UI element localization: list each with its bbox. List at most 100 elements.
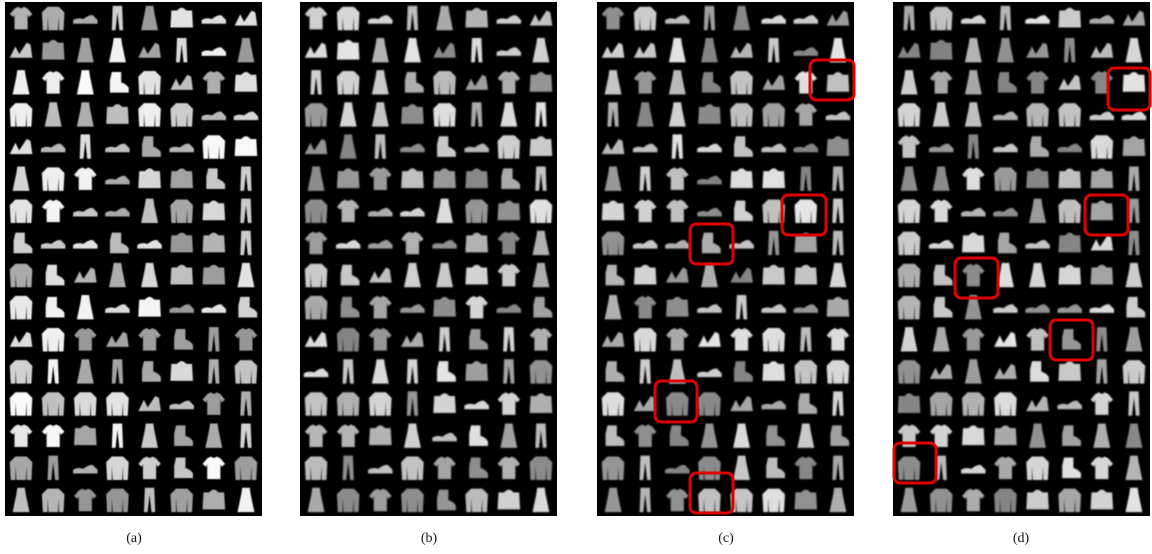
sample-image bbox=[762, 328, 785, 352]
sample-image bbox=[337, 328, 360, 352]
sample-image bbox=[1058, 489, 1081, 513]
sample-image bbox=[138, 168, 161, 188]
sample-image bbox=[930, 7, 953, 31]
sample-image bbox=[530, 200, 553, 224]
sample-image bbox=[1091, 200, 1114, 220]
sample-image bbox=[666, 392, 689, 416]
sample-image bbox=[498, 490, 521, 510]
sample-image bbox=[602, 232, 625, 256]
sample-image bbox=[962, 392, 985, 416]
sample-image bbox=[898, 264, 921, 288]
sample-image bbox=[930, 40, 953, 60]
sample-image bbox=[170, 200, 193, 224]
sample-image bbox=[433, 297, 456, 317]
sample-image bbox=[795, 265, 818, 285]
sample-image bbox=[10, 457, 33, 481]
sample-image bbox=[602, 457, 625, 481]
sample-image bbox=[1123, 72, 1146, 92]
sample-image bbox=[305, 103, 328, 127]
sample-image bbox=[962, 233, 985, 253]
sample-image bbox=[138, 103, 161, 127]
sample-image bbox=[337, 7, 360, 31]
sample-image bbox=[730, 168, 753, 188]
sample-image bbox=[602, 392, 625, 416]
sample-image bbox=[762, 489, 785, 513]
sample-image bbox=[530, 72, 553, 92]
sample-image bbox=[401, 489, 424, 513]
sample-image bbox=[369, 425, 392, 445]
sample-image bbox=[433, 103, 456, 127]
sample-image bbox=[994, 425, 1017, 445]
figure: (a) (b) (c) (d) bbox=[0, 0, 1152, 554]
caption: (a) bbox=[126, 531, 142, 546]
sample-image bbox=[10, 103, 33, 127]
sample-image bbox=[498, 200, 521, 220]
sample-image bbox=[1026, 168, 1049, 188]
sample-image bbox=[930, 489, 953, 513]
sample-image bbox=[42, 40, 65, 60]
sample-image bbox=[235, 360, 258, 384]
sample-image bbox=[465, 200, 488, 224]
sample-image bbox=[1123, 360, 1146, 384]
sample-image bbox=[465, 265, 488, 285]
sample-image bbox=[994, 167, 1017, 191]
sample-image bbox=[1091, 490, 1114, 510]
sample-image bbox=[795, 200, 818, 224]
sample-image bbox=[433, 71, 456, 95]
sample-image bbox=[1058, 361, 1081, 381]
sample-image bbox=[530, 360, 553, 384]
sample-image bbox=[203, 135, 226, 159]
sample-image bbox=[465, 8, 488, 28]
sample-image bbox=[498, 135, 521, 159]
sample-image bbox=[762, 265, 785, 285]
sample-image bbox=[1058, 8, 1081, 28]
sample-image bbox=[42, 489, 65, 513]
sample-image bbox=[106, 489, 129, 513]
sample-image bbox=[1091, 135, 1114, 159]
sample-image bbox=[898, 457, 921, 481]
sample-image bbox=[74, 392, 97, 416]
sample-image bbox=[1058, 103, 1081, 127]
sample-image bbox=[203, 233, 226, 253]
sample-image bbox=[10, 296, 33, 320]
sample-image bbox=[203, 200, 226, 220]
sample-image bbox=[106, 104, 129, 124]
sample-image bbox=[530, 136, 553, 156]
sample-image bbox=[305, 200, 328, 224]
sample-image bbox=[401, 457, 424, 481]
sample-image bbox=[1026, 490, 1049, 510]
sample-image bbox=[337, 168, 360, 188]
sample-image bbox=[1026, 103, 1049, 127]
sample-image bbox=[602, 200, 625, 220]
sample-image bbox=[170, 233, 193, 253]
page: (a) (b) (c) (d) (() => { const data = JS… bbox=[0, 0, 1152, 554]
sample-image bbox=[42, 7, 65, 31]
sample-image bbox=[1058, 233, 1081, 253]
sample-image bbox=[530, 393, 553, 413]
sample-image bbox=[401, 168, 424, 188]
sample-image bbox=[465, 168, 488, 188]
caption: (c) bbox=[718, 531, 734, 546]
sample-image bbox=[305, 392, 328, 416]
image-grid bbox=[893, 2, 1150, 516]
sample-image bbox=[898, 360, 921, 384]
sample-image bbox=[698, 104, 721, 124]
sample-image bbox=[106, 457, 129, 481]
sample-image bbox=[42, 167, 65, 191]
sample-image bbox=[962, 425, 985, 445]
sample-image bbox=[10, 200, 33, 224]
sample-image bbox=[170, 168, 193, 188]
sample-image bbox=[898, 296, 921, 320]
sample-image bbox=[827, 72, 850, 92]
image-grid bbox=[300, 2, 557, 516]
sample-image bbox=[170, 361, 193, 381]
sample-image bbox=[203, 265, 226, 285]
sample-image bbox=[235, 136, 258, 156]
sample-image bbox=[762, 103, 785, 127]
sample-image bbox=[42, 392, 65, 416]
sample-image bbox=[170, 265, 193, 285]
sample-image bbox=[170, 103, 193, 127]
sample-image bbox=[994, 489, 1017, 513]
sample-image bbox=[369, 392, 392, 416]
sample-image bbox=[1091, 168, 1114, 188]
